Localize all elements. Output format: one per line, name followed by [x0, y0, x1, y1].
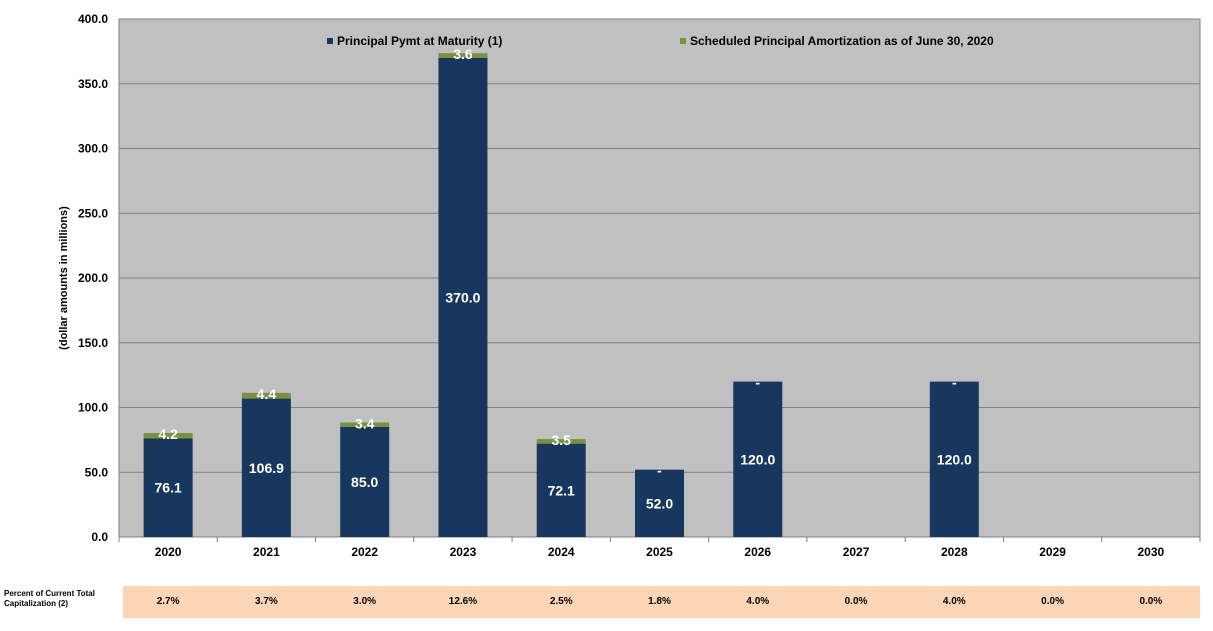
bar-amortization-2024: [536, 439, 586, 444]
data-label-amortization: -: [657, 463, 662, 479]
x-tick-label: 2020: [155, 545, 182, 559]
percent-cell-2026: 4.0%: [746, 596, 770, 607]
bar-principal-2023: [438, 57, 488, 537]
y-tick-label: 250.0: [78, 206, 108, 220]
y-tick-label: 400.0: [78, 12, 108, 26]
data-label-amortization: 3.5: [551, 432, 571, 448]
percent-cell-2025: 1.8%: [648, 596, 671, 607]
bar-amortization-2023: [438, 53, 488, 58]
bar-principal-2022: [340, 426, 390, 537]
legend-swatch-amortization: [680, 38, 686, 44]
data-label-principal: 52.0: [646, 495, 673, 511]
x-tick-label: 2022: [351, 545, 378, 559]
bar-amortization-2020: [143, 433, 193, 439]
y-tick-label: 150.0: [78, 336, 108, 350]
data-label-principal: 85.0: [351, 474, 378, 490]
legend-swatch-principal: [327, 38, 333, 44]
bar-principal-2020: [143, 438, 193, 537]
x-tick-label: 2024: [548, 545, 575, 559]
percent-cell-2029: 0.0%: [1041, 596, 1064, 607]
bar-principal-2028: [929, 381, 979, 537]
x-tick-label: 2025: [646, 545, 673, 559]
data-label-amortization: 4.4: [257, 386, 277, 402]
percent-capitalization-title: Percent of Current Total Capitalization …: [4, 589, 95, 608]
data-label-principal: 370.0: [445, 289, 480, 305]
data-label-principal: 106.9: [249, 460, 284, 476]
bar-principal-2024: [536, 443, 586, 537]
y-tick-label: 350.0: [78, 77, 108, 91]
data-label-amortization: 3.6: [453, 46, 473, 62]
bar-principal-2021: [241, 398, 291, 537]
data-label-amortization: -: [755, 375, 760, 391]
data-label-principal: 76.1: [155, 480, 182, 496]
data-label-principal: 120.0: [740, 451, 775, 467]
legend-label-principal: Principal Pymt at Maturity (1): [337, 34, 502, 48]
percent-cell-2030: 0.0%: [1139, 596, 1163, 607]
legend-label-amortization: Scheduled Principal Amortization as of J…: [690, 34, 994, 48]
x-tick-label: 2027: [843, 545, 870, 559]
y-tick-label: 200.0: [78, 271, 108, 285]
bar-amortization-2021: [241, 392, 291, 399]
bar-principal-2025: [635, 469, 684, 537]
percent-cell-2020: 2.7%: [156, 596, 180, 607]
data-label-amortization: 4.2: [158, 426, 178, 442]
percent-cell-2021: 3.7%: [255, 596, 278, 607]
x-tick-label: 2021: [253, 545, 280, 559]
x-tick-label: 2030: [1138, 545, 1165, 559]
bar-principal-2026: [733, 381, 783, 537]
percent-cell-2027: 0.0%: [844, 596, 868, 607]
data-label-principal: 120.0: [937, 451, 972, 467]
percent-capitalization-row: 2.7% 3.7% 3.0% 12.6% 2.5% 1.8% 4.0% 0.0% 4.0% 0.0…: [123, 586, 1200, 618]
data-label-amortization: 3.4: [355, 416, 375, 432]
y-axis-label: (dollar amounts in millions): [58, 206, 70, 350]
data-label-principal: 72.1: [548, 482, 575, 498]
y-tick-label: 100.0: [78, 401, 108, 415]
y-tick-label: 300.0: [78, 142, 108, 156]
percent-cell-2028: 4.0%: [942, 596, 966, 607]
data-label-amortization: -: [952, 375, 957, 391]
y-tick-label: 50.0: [85, 465, 109, 479]
x-tick-label: 2028: [941, 545, 968, 559]
x-tick-label: 2023: [450, 545, 477, 559]
x-tick-label: 2029: [1039, 545, 1066, 559]
bar-amortization-2022: [340, 422, 390, 427]
percent-cell-2022: 3.0%: [353, 596, 377, 607]
legend: Principal Pymt at Maturity (1) Scheduled…: [327, 34, 994, 48]
percent-cell-2024: 2.5%: [549, 596, 573, 607]
y-tick-label: 0.0: [91, 530, 108, 544]
percent-cell-2023: 12.6%: [448, 596, 478, 607]
x-tick-label: 2026: [744, 545, 771, 559]
